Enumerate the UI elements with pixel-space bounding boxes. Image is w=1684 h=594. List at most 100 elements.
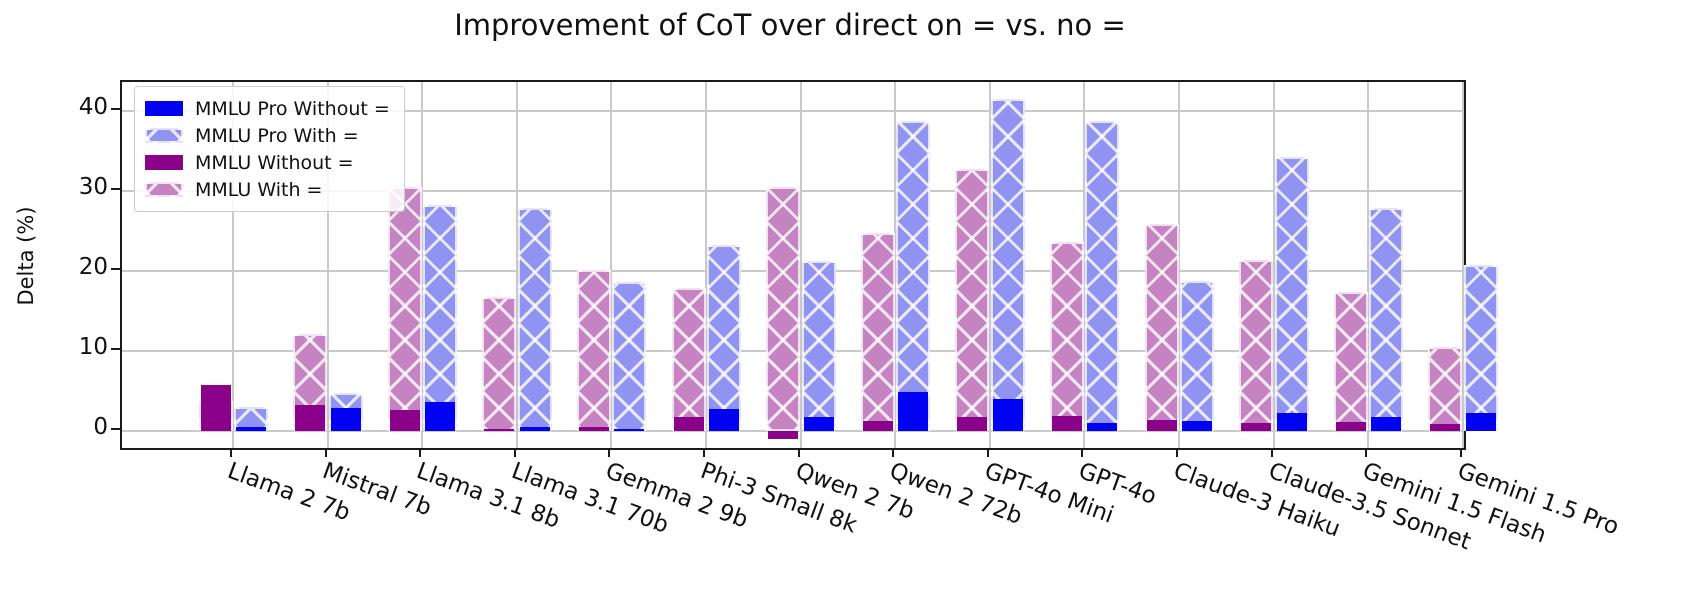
gridline-vertical (894, 82, 897, 448)
gridline-vertical (326, 82, 329, 448)
bar-solid-purple-qwen-2-7b (768, 431, 799, 439)
bar-hatch-blue-gemini-1.5-flash (1369, 207, 1404, 431)
bar-hatch-blue-gemini-1.5-pro (1463, 264, 1498, 431)
bar-solid-blue-gemma-2-9b (614, 428, 645, 431)
bar-solid-purple-gpt-4o (1051, 415, 1082, 431)
x-tick-mark (1270, 448, 1273, 457)
bar-hatch-pink-qwen-2-72b (860, 232, 895, 431)
bar-hatch-blue-phi-3-small-8k (707, 244, 741, 431)
plot-area (120, 80, 1498, 450)
bar-hatch-pink-gemma-2-9b (576, 270, 611, 431)
y-axis-label: Delta (%) (14, 206, 38, 306)
legend-item: MMLU With = (145, 176, 390, 203)
bar-solid-blue-phi-3-small-8k (709, 408, 739, 431)
gridline-vertical (610, 82, 613, 448)
bar-solid-purple-gemini-1.5-flash (1335, 422, 1366, 431)
bar-hatch-pink-claude-3.5-sonnet (1239, 259, 1274, 431)
legend-item: MMLU Pro With = (145, 122, 390, 149)
gridline-vertical (421, 82, 424, 448)
bar-hatch-pink-gpt-4o-mini (955, 169, 990, 431)
chart-title: Improvement of CoT over direct on = vs. … (454, 8, 1126, 42)
bar-hatch-blue-claude-3.5-sonnet (1274, 157, 1309, 431)
x-tick-mark (1081, 448, 1084, 457)
legend-swatch-icon (145, 182, 183, 197)
bar-solid-blue-qwen-2-7b (803, 416, 834, 431)
bar-hatch-blue-llama-3.1-70b (517, 207, 552, 431)
y-tick-label: 40 (78, 94, 108, 120)
x-tick-mark (513, 448, 516, 457)
legend-swatch-icon (145, 101, 183, 116)
x-tick-mark (703, 448, 705, 457)
legend: MMLU Pro Without = MMLU Pro With = MMLU Wi… (134, 86, 405, 212)
gridline-vertical (988, 82, 991, 448)
y-tick-mark (111, 108, 120, 110)
gridline-vertical (515, 82, 518, 448)
legend-label: MMLU Pro With = (195, 124, 359, 147)
y-tick-mark (111, 268, 120, 270)
bar-hatch-blue-gemma-2-9b (612, 282, 647, 431)
bar-hatch-blue-qwen-2-72b (896, 120, 931, 431)
bar-solid-purple-gemma-2-9b (578, 427, 609, 431)
x-tick-mark (1176, 448, 1178, 457)
bar-hatch-blue-qwen-2-7b (801, 260, 836, 431)
bar-solid-purple-gpt-4o-mini (957, 416, 988, 431)
x-tick-mark (608, 448, 611, 457)
bar-hatch-pink-gemini-1.5-pro (1428, 347, 1463, 431)
legend-label: MMLU Without = (195, 151, 354, 174)
legend-label: MMLU With = (195, 178, 323, 201)
bar-solid-purple-claude-3-haiku (1146, 419, 1177, 431)
bar-hatch-blue-claude-3-haiku (1180, 281, 1214, 431)
x-tick-mark (419, 448, 422, 457)
bar-hatch-pink-llama-3.1-8b (387, 187, 422, 431)
bar-hatch-pink-gemini-1.5-flash (1333, 291, 1368, 431)
legend-label: MMLU Pro Without = (195, 97, 390, 120)
gridline-vertical (799, 82, 802, 448)
y-tick-label: 20 (78, 254, 108, 280)
bar-solid-blue-mistral-7b (330, 407, 361, 431)
bar-solid-blue-gpt-4o-mini (992, 399, 1023, 431)
x-tick-mark (324, 448, 327, 457)
gridline-vertical (1367, 82, 1370, 448)
gridline-horizontal (122, 110, 1464, 112)
x-tick-mark (1365, 448, 1368, 457)
legend-item: MMLU Without = (145, 149, 390, 176)
bar-solid-blue-qwen-2-72b (898, 391, 929, 431)
bar-solid-blue-gemini-1.5-pro (1465, 412, 1496, 431)
bar-hatch-blue-gpt-4o (1085, 121, 1120, 431)
bar-solid-purple-gemini-1.5-pro (1430, 423, 1461, 431)
bar-solid-blue-llama-3.1-70b (519, 427, 550, 431)
bar-hatch-blue-llama-2-7b (234, 407, 268, 431)
bar-solid-purple-claude-3.5-sonnet (1241, 423, 1272, 431)
bar-solid-purple-llama-3.1-8b (389, 410, 420, 431)
bar-hatch-pink-phi-3-small-8k (671, 287, 706, 431)
bar-solid-purple-qwen-2-72b (862, 421, 893, 431)
bar-solid-purple-phi-3-small-8k (673, 417, 704, 431)
bar-solid-blue-llama-2-7b (236, 427, 266, 431)
bar-solid-blue-claude-3-haiku (1182, 420, 1212, 431)
y-tick-label: 30 (78, 174, 108, 200)
y-tick-mark (111, 428, 120, 430)
legend-item: MMLU Pro Without = (145, 95, 390, 122)
gridline-vertical (1083, 82, 1086, 448)
y-tick-label: 10 (78, 334, 108, 360)
bar-solid-blue-gpt-4o (1087, 423, 1118, 431)
legend-swatch-icon (145, 128, 183, 143)
y-tick-label: 0 (93, 414, 108, 440)
gridline-vertical (232, 82, 234, 448)
bar-hatch-pink-claude-3-haiku (1144, 223, 1179, 431)
bar-solid-purple-llama-2-7b (200, 384, 231, 431)
y-tick-mark (111, 348, 120, 350)
legend-swatch-icon (145, 155, 183, 170)
bar-hatch-pink-llama-3.1-70b (482, 296, 517, 431)
gridline-vertical (1461, 82, 1464, 448)
x-tick-mark (986, 448, 989, 457)
bar-solid-purple-mistral-7b (295, 404, 326, 431)
bar-hatch-pink-qwen-2-7b (766, 187, 801, 431)
bar-solid-blue-claude-3.5-sonnet (1276, 413, 1307, 431)
x-tick-mark (797, 448, 800, 457)
bar-hatch-blue-llama-3.1-8b (423, 204, 458, 431)
x-tick-mark (230, 448, 232, 457)
bar-hatch-blue-gpt-4o-mini (990, 99, 1025, 431)
bar-solid-purple-llama-3.1-70b (484, 429, 515, 431)
